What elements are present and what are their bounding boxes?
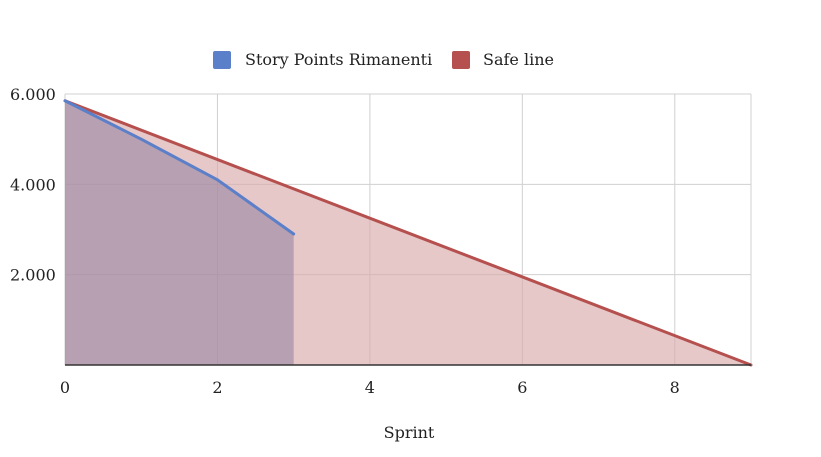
x-tick-label-4: 8	[670, 378, 680, 397]
axes: 0 2 4 6 8 2.000 4.000 6.000	[10, 85, 751, 397]
line-story-points-rimanenti	[63, 99, 296, 236]
line-safe-line	[63, 99, 753, 367]
area-story-points-rimanenti	[65, 100, 294, 366]
y-tick-label-2: 6.000	[10, 85, 56, 104]
x-tick-label-2: 4	[365, 378, 375, 397]
legend: Story Points Rimanenti Safe line	[213, 50, 554, 69]
y-tick-label-1: 4.000	[10, 175, 56, 194]
series-lines	[63, 99, 753, 367]
legend-safe-line-label: Safe line	[483, 50, 554, 69]
y-tick-label-0: 2.000	[10, 266, 56, 285]
x-tick-label-3: 6	[517, 378, 527, 397]
x-axis-title: Sprint	[384, 423, 435, 442]
x-tick-label-0: 0	[60, 378, 70, 397]
legend-story-points-rimanenti-swatch	[213, 51, 231, 69]
legend-story-points-rimanenti-label: Story Points Rimanenti	[245, 50, 432, 69]
legend-safe-line-swatch	[452, 51, 470, 69]
x-tick-label-1: 2	[212, 378, 222, 397]
